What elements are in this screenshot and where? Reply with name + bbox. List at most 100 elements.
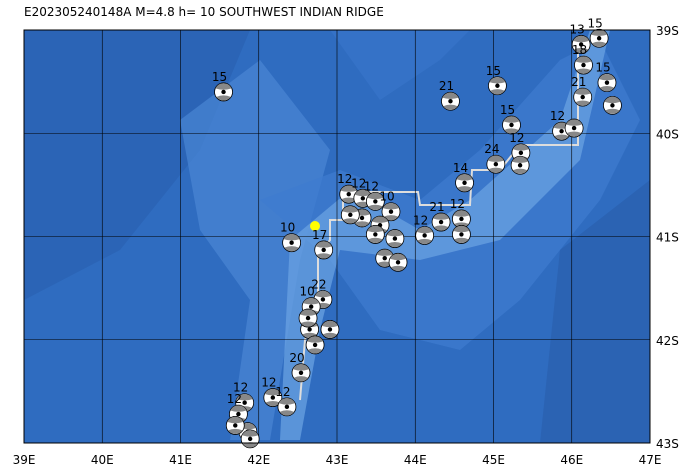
x-tick-label: 44E <box>404 453 427 467</box>
beachball-quadrant <box>591 29 608 47</box>
beachball-center <box>373 199 378 204</box>
focal-mechanism <box>240 429 260 449</box>
focal-mechanism <box>603 95 622 115</box>
beachball-center <box>359 215 365 221</box>
beachball-center <box>578 42 584 47</box>
beachball-center <box>284 404 290 410</box>
depth-label: 12 <box>450 197 465 211</box>
beachball-center <box>459 216 464 222</box>
beachball-quadrant <box>575 56 592 74</box>
beachball-quadrant <box>367 225 384 243</box>
beachball-quadrant <box>264 388 281 407</box>
focal-mechanism <box>277 397 297 417</box>
focal-mechanism <box>488 76 507 96</box>
focal-mechanism <box>455 173 474 193</box>
beachball-center <box>571 125 577 131</box>
beachball-center <box>388 209 394 214</box>
beachball-center <box>236 411 241 417</box>
beachball-center <box>308 304 314 309</box>
focal-mechanism <box>441 91 460 111</box>
focal-mechanism <box>225 416 245 435</box>
beachball-quadrant <box>512 156 529 174</box>
depth-label: 12 <box>227 392 242 406</box>
beachball-center <box>438 219 444 225</box>
depth-label: 15 <box>500 103 515 117</box>
beachball-center <box>233 423 238 428</box>
focal-mechanism <box>314 240 334 260</box>
focal-mechanism <box>381 202 401 222</box>
beachball-center <box>321 247 326 253</box>
focal-mechanism <box>388 252 408 272</box>
beachball-quadrant <box>367 192 384 210</box>
beachball-quadrant <box>283 234 300 252</box>
beachball-center <box>509 122 514 128</box>
beachball-center <box>270 395 276 400</box>
x-tick-label: 42E <box>247 453 270 467</box>
beachball-quadrant <box>487 155 504 173</box>
focal-mechanism <box>510 155 530 175</box>
depth-label: 24 <box>484 142 499 156</box>
beachball-center <box>495 83 500 88</box>
beachball-quadrant <box>278 398 296 416</box>
depth-label: 12 <box>351 176 366 190</box>
depth-label: 12 <box>233 381 248 395</box>
beachball-quadrant <box>299 309 317 327</box>
beachball-quadrant <box>573 35 590 54</box>
beachball-center <box>581 62 586 68</box>
beachball-center <box>305 315 311 321</box>
focal-mechanism <box>365 225 385 244</box>
beachball-quadrant <box>292 364 310 382</box>
depth-label: 12 <box>261 376 276 390</box>
beachball-quadrant <box>386 229 404 248</box>
depth-label: 18 <box>572 43 587 57</box>
beachball-quadrant <box>215 83 232 101</box>
focal-mechanism <box>597 73 617 93</box>
depth-label: 10 <box>280 221 295 235</box>
y-tick-label: 41S <box>656 231 679 245</box>
focal-mechanism <box>486 154 506 174</box>
x-tick-label: 43E <box>326 453 349 467</box>
x-tick-label: 46E <box>560 453 583 467</box>
x-tick-label: 41E <box>169 453 192 467</box>
depth-label: 20 <box>289 351 304 365</box>
beachball-quadrant <box>306 336 324 354</box>
depth-label: 15 <box>587 16 602 30</box>
depth-label: 21 <box>429 200 444 214</box>
beachball-center <box>596 36 602 41</box>
depth-label: 12 <box>550 109 565 123</box>
focal-mechanism <box>574 55 593 75</box>
focal-mechanism <box>298 308 318 328</box>
y-tick-label: 42S <box>656 334 679 348</box>
focal-mechanism <box>431 212 451 232</box>
y-tick-label: 39S <box>656 24 679 38</box>
beachball-quadrant <box>382 203 400 221</box>
beachball-center <box>307 327 312 332</box>
depth-label: 15 <box>595 61 610 75</box>
focal-mechanism <box>502 115 521 135</box>
depth-label: 22 <box>311 277 326 291</box>
beachball-center <box>360 196 366 201</box>
beachball-center <box>604 80 610 85</box>
focal-mechanism <box>571 35 591 54</box>
beachball-center <box>298 370 304 375</box>
focal-mechanism <box>573 87 593 107</box>
depth-label: 12 <box>413 213 428 227</box>
depth-label: 21 <box>571 75 586 89</box>
focal-mechanism <box>339 184 359 204</box>
focal-mechanism <box>320 320 340 339</box>
x-tick-label: 39E <box>13 453 36 467</box>
depth-label: 12 <box>337 172 352 186</box>
beachball-quadrant <box>227 416 244 434</box>
beachball-center <box>221 89 226 95</box>
beachball-quadrant <box>321 320 339 338</box>
beachball-quadrant <box>453 210 470 228</box>
beachball-center <box>493 162 499 167</box>
beachball-center <box>320 297 326 302</box>
depth-label: 14 <box>453 161 468 175</box>
beachball-quadrant <box>565 119 583 137</box>
map-frame <box>23 29 651 444</box>
beachball-center <box>395 260 401 265</box>
beachball-center <box>422 233 427 238</box>
depth-label: 12 <box>275 385 290 399</box>
